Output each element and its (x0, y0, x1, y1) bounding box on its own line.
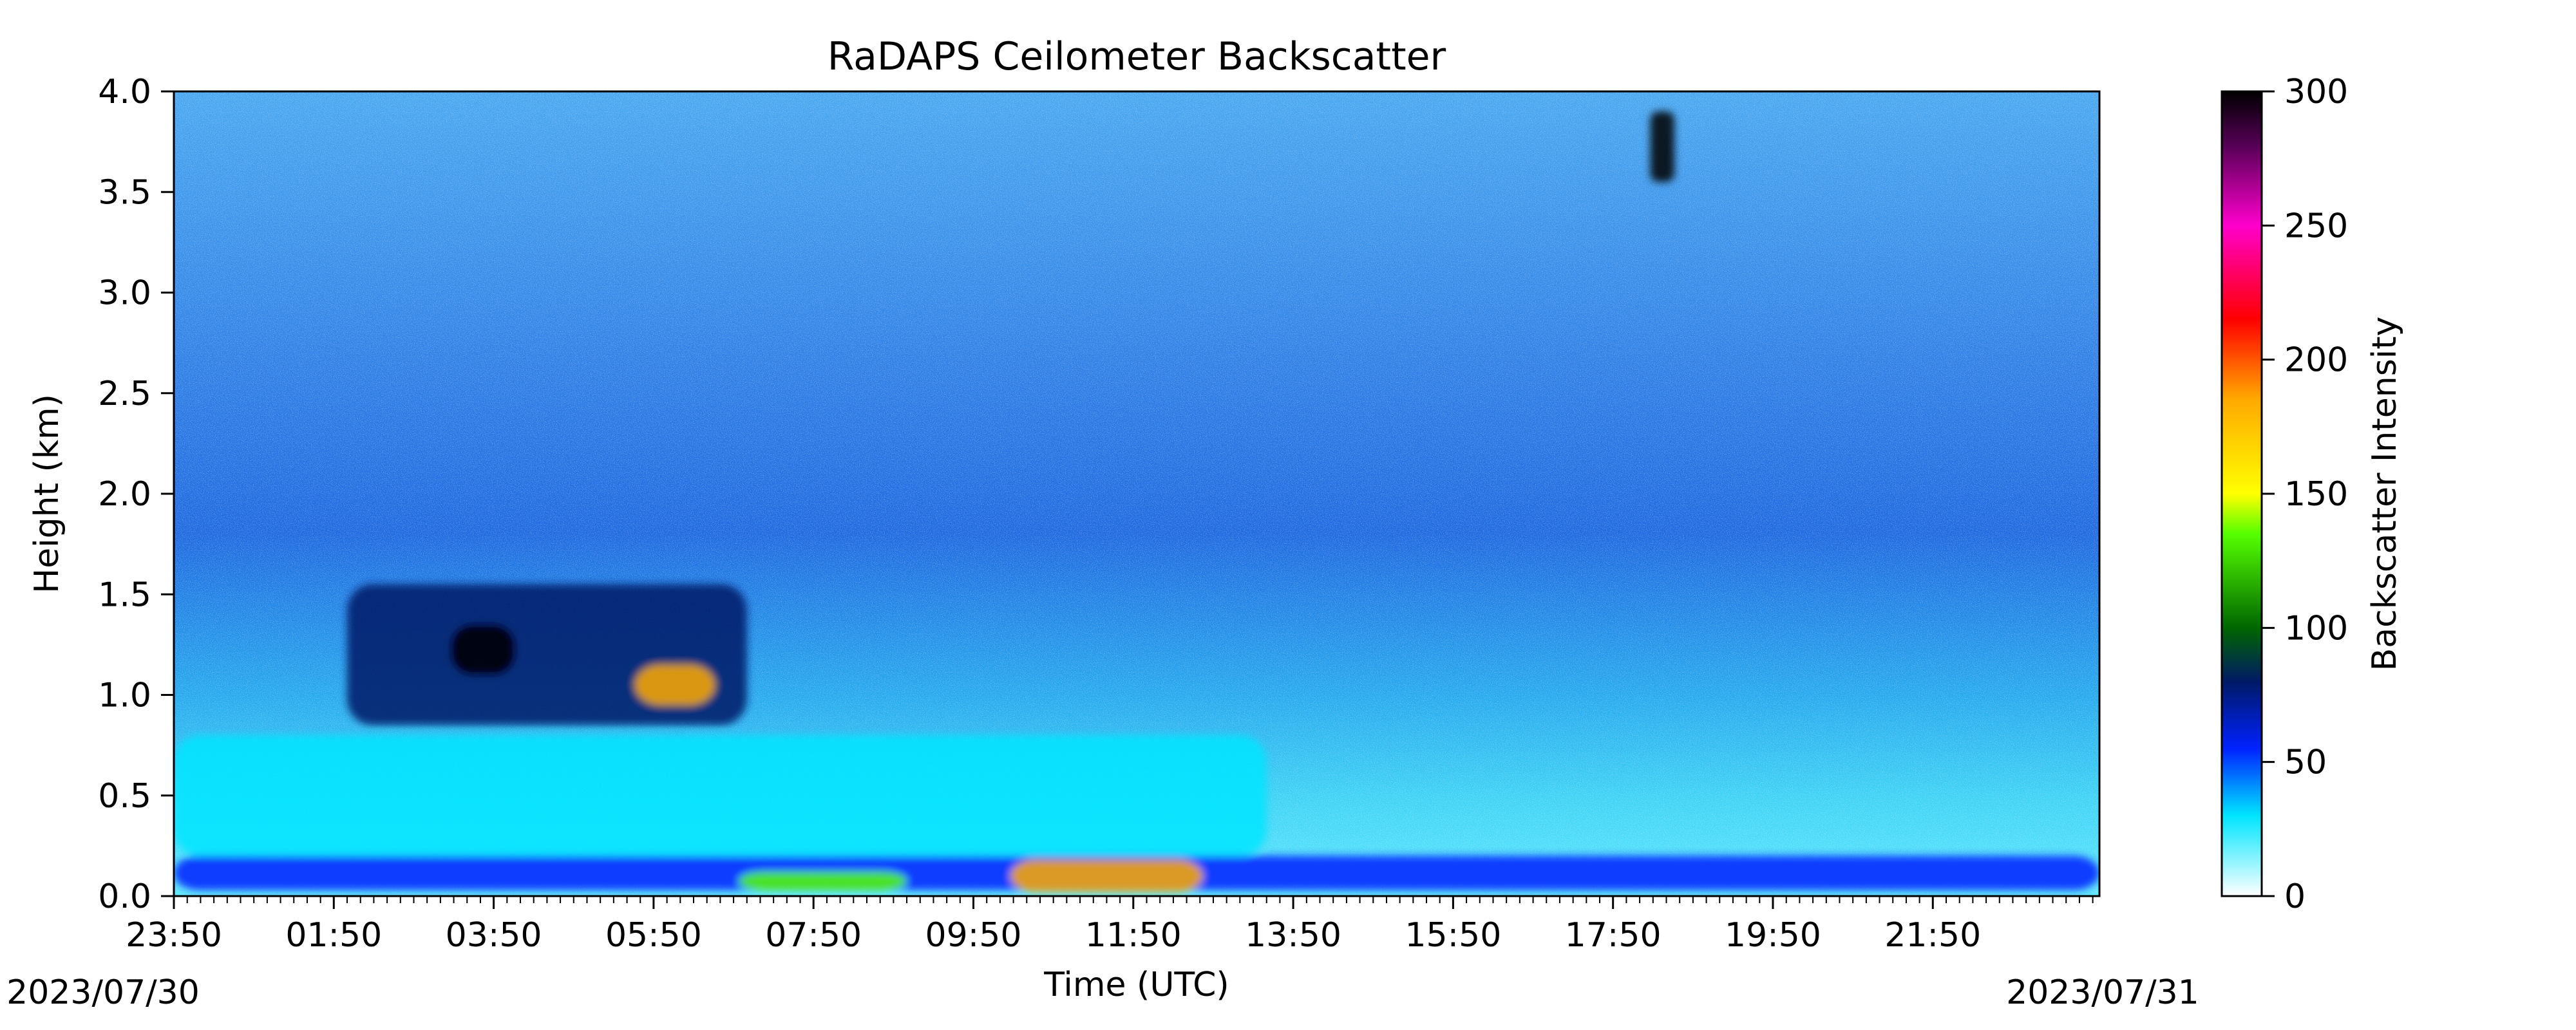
x-tick-label: 05:50 (605, 916, 702, 955)
x-tick-label: 15:50 (1405, 916, 1501, 955)
x-tick-label: 13:50 (1245, 916, 1341, 955)
y-tick-label: 2.5 (98, 375, 151, 413)
y-axis-ticks: 0.0 0.5 1.0 1.5 2.0 2.5 3.0 3.5 4.0 (98, 73, 174, 916)
colorbar (2221, 90, 2263, 897)
chart-title: RaDAPS Ceilometer Backscatter (828, 34, 1446, 79)
y-tick-label: 1.0 (98, 677, 151, 715)
y-axis-label: Height (km) (28, 394, 66, 594)
colorbar-ticks: 0 50 100 150 200 250 300 (2262, 73, 2348, 916)
x-tick-label: 09:50 (925, 916, 1022, 955)
x-tick-label: 01:50 (285, 916, 382, 955)
feature-high-cloud (1650, 111, 1674, 182)
colorbar-tick-label: 50 (2284, 744, 2327, 782)
y-tick-label: 0.0 (98, 877, 151, 916)
x-tick-label: 03:50 (446, 916, 542, 955)
x-axis-ticks: 23:50 01:50 03:50 05:50 07:50 09:50 11:50 13:50… (126, 896, 2094, 955)
y-tick-label: 1.5 (98, 576, 151, 614)
feature-aerosol-layer (174, 735, 1267, 856)
colorbar-tick-label: 300 (2284, 73, 2348, 111)
x-tick-label: 21:50 (1884, 916, 1981, 955)
x-tick-label: 07:50 (765, 916, 862, 955)
x-axis-label: Time (UTC) (1043, 966, 1229, 1004)
x-tick-label: 23:50 (126, 916, 222, 955)
y-tick-label: 2.0 (98, 475, 151, 514)
colorbar-tick-label: 0 (2284, 877, 2306, 916)
x-tick-label: 19:50 (1725, 916, 1821, 955)
feature-surface-echo-2 (1010, 859, 1203, 892)
colorbar-tick-label: 150 (2284, 475, 2348, 514)
plot-area (174, 91, 2099, 896)
colorbar-tick-label: 250 (2284, 207, 2348, 245)
y-tick-label: 3.5 (98, 173, 151, 212)
start-date-label: 2023/07/30 (6, 973, 200, 1012)
colorbar-label: Backscatter Intensity (2365, 317, 2404, 671)
backscatter-features (174, 111, 2099, 892)
x-tick-label: 11:50 (1085, 916, 1182, 955)
colorbar-tick-label: 100 (2284, 609, 2348, 648)
y-tick-label: 3.0 (98, 274, 151, 313)
feature-surface-echo-1 (739, 872, 907, 890)
end-date-label: 2023/07/31 (2006, 973, 2199, 1012)
colorbar-tick-label: 200 (2284, 341, 2348, 380)
x-tick-label: 17:50 (1565, 916, 1662, 955)
y-tick-label: 0.5 (98, 777, 151, 816)
feature-cloud-core (451, 624, 515, 675)
feature-cloud-patch (634, 664, 715, 706)
y-tick-label: 4.0 (98, 73, 151, 111)
